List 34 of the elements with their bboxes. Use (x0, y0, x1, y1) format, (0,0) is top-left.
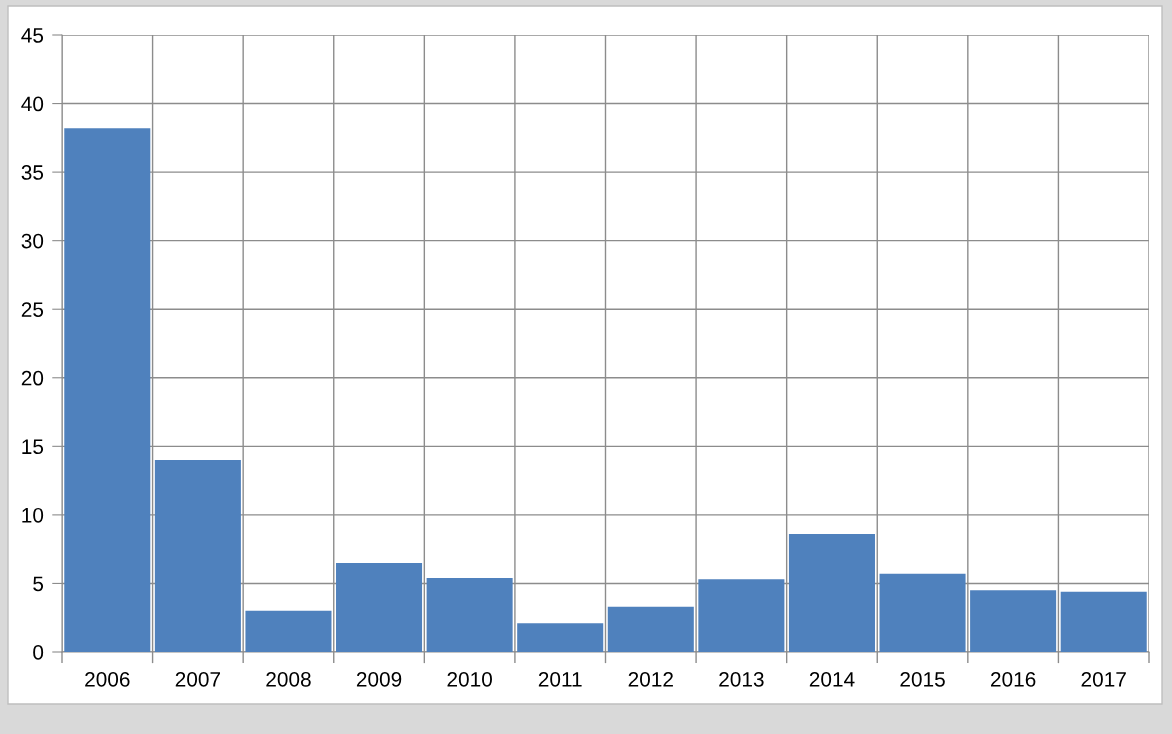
y-tick-label: 40 (21, 96, 44, 112)
x-tick-label: 2007 (175, 671, 220, 687)
x-tick-label: 2014 (809, 671, 855, 687)
x-tick-label: 2013 (719, 671, 764, 687)
y-tick-label: 0 (33, 645, 44, 660)
x-tick-label: 2010 (447, 671, 492, 687)
y-tick-label: 30 (21, 233, 44, 249)
y-tick-label: 15 (22, 439, 44, 455)
x-tick-label: 2008 (266, 671, 311, 687)
bar (879, 573, 966, 652)
x-tick-label: 2011 (538, 671, 582, 687)
y-tick-label: 35 (21, 165, 44, 180)
bar (245, 610, 332, 652)
x-tick-label: 2016 (991, 671, 1036, 687)
x-tick-label: 2012 (628, 671, 673, 687)
x-tick-label: 2006 (85, 671, 130, 687)
y-tick-label: 10 (22, 507, 44, 523)
bar (517, 623, 604, 652)
y-tick-label: 5 (33, 576, 44, 592)
bar (698, 579, 785, 652)
bar (970, 590, 1057, 652)
bar (426, 577, 513, 652)
y-tick-label: 20 (21, 370, 44, 386)
x-tick-label: 2015 (900, 671, 945, 687)
y-tick-label: 25 (21, 302, 44, 317)
bar (788, 534, 875, 652)
bar (336, 562, 423, 652)
bar (1060, 591, 1147, 652)
y-tick-label: 45 (21, 28, 44, 43)
bar (607, 606, 694, 652)
bar (154, 460, 241, 652)
x-tick-label: 2017 (1081, 671, 1126, 687)
x-tick-label: 2009 (356, 671, 402, 687)
bar (64, 128, 151, 652)
